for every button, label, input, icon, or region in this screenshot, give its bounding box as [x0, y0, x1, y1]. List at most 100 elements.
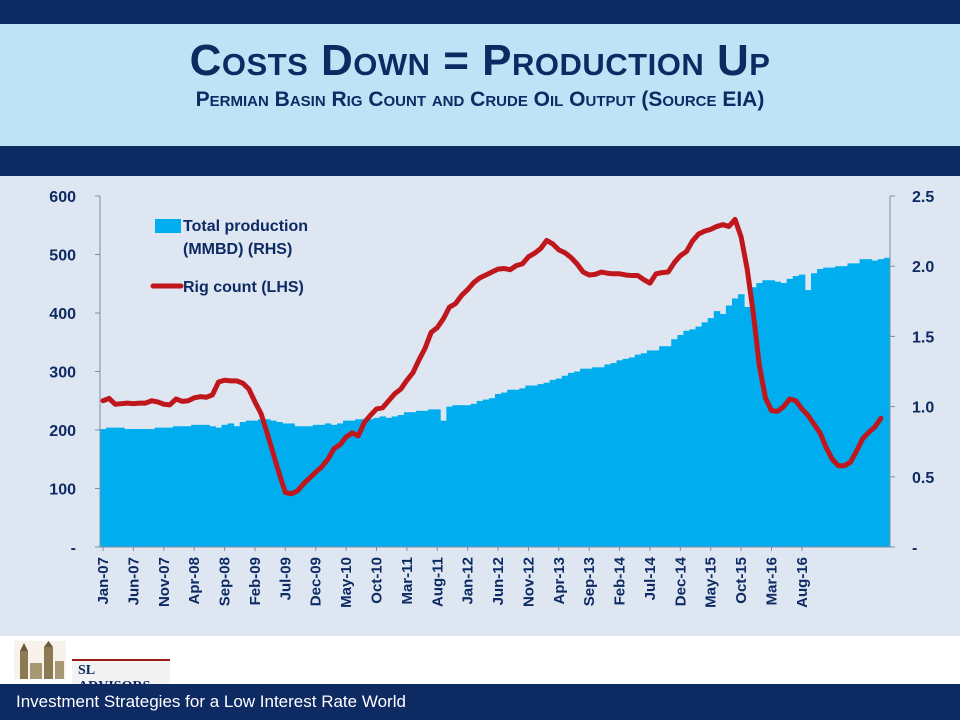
- production-bar: [428, 409, 435, 547]
- production-bar: [276, 422, 283, 547]
- production-bar: [543, 382, 551, 547]
- x-tick-label: Oct-15: [733, 557, 750, 604]
- production-bar: [100, 429, 107, 547]
- footer-logo-strip: SL ADVISORS: [0, 636, 960, 699]
- production-bar: [251, 420, 259, 547]
- x-tick-label: Aug-16: [794, 557, 811, 608]
- x-tick-label: Oct-10: [369, 557, 386, 604]
- production-bar: [166, 427, 174, 547]
- production-bar: [616, 360, 624, 547]
- divider-banner: [0, 146, 960, 176]
- production-bar: [130, 429, 137, 547]
- production-bar: [707, 318, 715, 547]
- chart-svg: - 100 200 300 400 500 600 - 0.5 1.0 1.5 2.0 2.5 Jan-0…: [49, 189, 934, 608]
- production-bar: [561, 375, 569, 547]
- page-title: Costs Down = Production Up: [189, 36, 771, 85]
- production-bar: [391, 416, 399, 547]
- production-bar: [622, 358, 630, 547]
- production-bar: [330, 424, 338, 547]
- production-bar: [409, 412, 417, 547]
- production-bar: [397, 415, 405, 547]
- production-bar: [318, 424, 326, 547]
- production-bar: [877, 259, 885, 547]
- x-tick-label: Sep-08: [217, 557, 234, 606]
- production-bar: [264, 419, 271, 547]
- production-bar: [367, 419, 374, 547]
- production-bar: [653, 350, 660, 547]
- top-banner: [0, 0, 960, 24]
- production-bar: [440, 420, 447, 547]
- left-tick-label: 600: [49, 189, 76, 206]
- production-bar: [598, 367, 605, 547]
- production-bar: [373, 417, 380, 547]
- production-bar: [148, 429, 156, 547]
- left-tick-label: 100: [49, 482, 76, 499]
- production-bar: [847, 263, 854, 547]
- production-bar: [488, 398, 496, 547]
- production-bar: [580, 368, 587, 547]
- production-bar: [671, 339, 678, 547]
- right-tick-label: 0.5: [912, 470, 934, 487]
- x-tick-label: Jun-07: [125, 557, 142, 605]
- production-bar: [185, 426, 192, 547]
- production-bar: [665, 346, 672, 547]
- legend-label-rig: Rig count (LHS): [183, 279, 304, 296]
- production-bar: [750, 287, 757, 547]
- production-bar: [227, 423, 235, 547]
- x-tick-label: Aug-11: [429, 557, 446, 607]
- production-bar: [537, 384, 545, 547]
- production-bar: [677, 335, 684, 547]
- production-bar: [422, 410, 429, 547]
- production-bar: [385, 417, 393, 547]
- x-tick-label: Feb-09: [247, 557, 264, 605]
- right-tick-label: 2.5: [912, 189, 934, 206]
- production-bar: [446, 406, 453, 547]
- production-bar: [732, 298, 739, 547]
- production-bar: [142, 429, 150, 547]
- right-tick-label: 1.5: [912, 329, 934, 346]
- tagline: Investment Strategies for a Low Interest…: [16, 692, 406, 711]
- building-icon: [14, 641, 66, 679]
- rig-count-line: [100, 216, 884, 497]
- right-tick-label: -: [912, 540, 917, 557]
- production-bar: [549, 379, 557, 547]
- production-bar: [112, 427, 119, 547]
- left-tick-label: 300: [49, 365, 76, 382]
- production-bar: [452, 405, 459, 547]
- x-tick-label: Jun-12: [490, 557, 507, 605]
- production-bar: [312, 424, 320, 547]
- legend-label-production-1: Total production: [183, 218, 308, 235]
- x-tick-label: Mar-16: [764, 557, 781, 605]
- production-bar: [306, 426, 314, 547]
- production-bar: [859, 259, 867, 547]
- production-bar: [337, 423, 344, 547]
- production-bar: [792, 276, 800, 547]
- x-tick-label: May-10: [338, 557, 355, 608]
- production-bar: [288, 423, 295, 547]
- production-bar: [215, 427, 222, 547]
- production-bar: [883, 257, 891, 547]
- x-tick-label: Dec-09: [308, 557, 325, 606]
- production-bar: [349, 420, 356, 547]
- production-bar: [531, 385, 538, 547]
- production-bar: [829, 267, 836, 547]
- production-bar: [513, 389, 520, 547]
- production-bar: [640, 353, 648, 547]
- x-tick-label: Apr-13: [551, 557, 568, 605]
- production-bar: [835, 266, 842, 547]
- production-bar: [646, 350, 654, 547]
- production-bar: [379, 416, 387, 547]
- x-tick-label: Nov-07: [156, 557, 173, 607]
- production-bar: [179, 426, 186, 547]
- left-tick-label: 500: [49, 248, 76, 265]
- legend-swatch-production: [155, 219, 181, 233]
- production-bar: [416, 410, 423, 547]
- x-tick-label: Feb-14: [612, 556, 629, 605]
- production-bar: [324, 423, 332, 547]
- chart-area: - 100 200 300 400 500 600 - 0.5 1.0 1.5 2.0 2.5 Jan-0…: [0, 176, 960, 636]
- x-tick-label: Nov-12: [520, 557, 537, 607]
- production-bar: [762, 280, 769, 547]
- production-bar: [191, 424, 198, 547]
- production-bar: [160, 427, 168, 547]
- production-bar: [525, 385, 532, 547]
